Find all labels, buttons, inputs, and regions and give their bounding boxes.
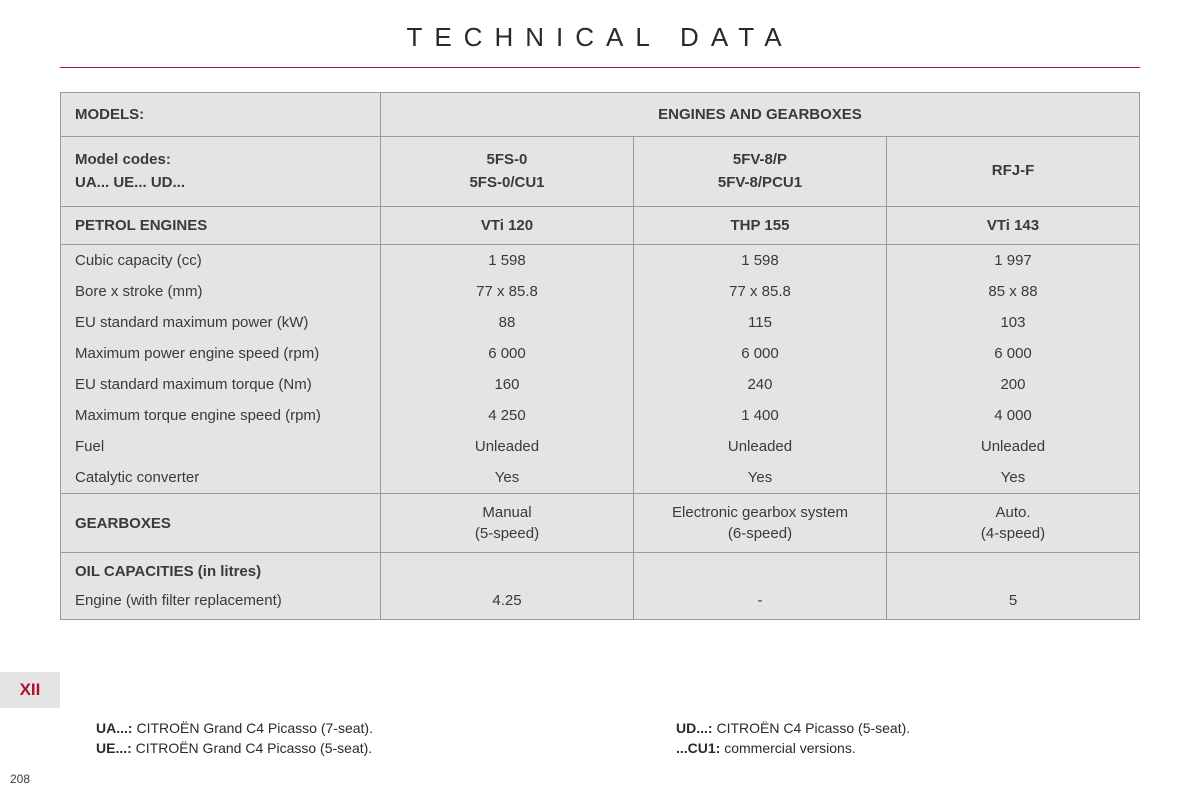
gearbox-row: GEARBOXES Manual (5-speed) Electronic ge… bbox=[60, 494, 1139, 553]
footnote-text: commercial versions. bbox=[720, 740, 855, 756]
row-label: Fuel bbox=[60, 431, 380, 462]
footnotes: UA...: CITROËN Grand C4 Picasso (7-seat)… bbox=[96, 720, 1136, 760]
row-label: EU standard maximum power (kW) bbox=[60, 307, 380, 338]
cell: 6 000 bbox=[633, 338, 886, 369]
cell: Unleaded bbox=[886, 431, 1139, 462]
row-label: Cubic capacity (cc) bbox=[60, 245, 380, 277]
oil-row-label: Engine (with filter replacement) bbox=[60, 586, 380, 620]
footnote-label: UA...: bbox=[96, 720, 133, 736]
row-label: Maximum torque engine speed (rpm) bbox=[60, 400, 380, 431]
row-label: Maximum power engine speed (rpm) bbox=[60, 338, 380, 369]
oil-label: OIL CAPACITIES (in litres) bbox=[60, 553, 380, 587]
data-row: Bore x stroke (mm) 77 x 85.8 77 x 85.8 8… bbox=[60, 276, 1139, 307]
oil-val-0: 4.25 bbox=[380, 586, 633, 620]
gearbox-main: Auto. bbox=[995, 504, 1030, 521]
data-row: Cubic capacity (cc) 1 598 1 598 1 997 bbox=[60, 245, 1139, 277]
code-l1: 5FV-8/P bbox=[733, 151, 787, 168]
gearbox-sub: (5-speed) bbox=[395, 523, 619, 544]
engine-name-2: VTi 143 bbox=[886, 207, 1139, 245]
page-number: 208 bbox=[10, 772, 30, 786]
code-l2: 5FS-0/CU1 bbox=[469, 174, 544, 191]
oil-data-row: Engine (with filter replacement) 4.25 - … bbox=[60, 586, 1139, 620]
gearbox-main: Manual bbox=[482, 504, 531, 521]
codes-label-2: UA... UE... UD... bbox=[75, 174, 185, 191]
cell: Yes bbox=[380, 462, 633, 494]
cell: 77 x 85.8 bbox=[633, 276, 886, 307]
gearbox-main: Electronic gearbox system bbox=[672, 504, 848, 521]
title-underline bbox=[60, 67, 1140, 68]
footnote-cu1: ...CU1: commercial versions. bbox=[676, 740, 1116, 756]
engine-name-0: VTi 120 bbox=[380, 207, 633, 245]
oil-empty bbox=[380, 553, 633, 587]
data-row: Catalytic converter Yes Yes Yes bbox=[60, 462, 1139, 494]
row-label: Bore x stroke (mm) bbox=[60, 276, 380, 307]
petrol-section-row: PETROL ENGINES VTi 120 THP 155 VTi 143 bbox=[60, 207, 1139, 245]
cell: 77 x 85.8 bbox=[380, 276, 633, 307]
data-row: Maximum torque engine speed (rpm) 4 250 … bbox=[60, 400, 1139, 431]
gearbox-sub: (6-speed) bbox=[648, 523, 872, 544]
row-label: EU standard maximum torque (Nm) bbox=[60, 369, 380, 400]
code-col-2: RFJ-F bbox=[886, 137, 1139, 207]
footnote-text: CITROËN C4 Picasso (5-seat). bbox=[713, 720, 911, 736]
gearbox-label: GEARBOXES bbox=[60, 494, 380, 553]
oil-val-1: - bbox=[633, 586, 886, 620]
cell: 1 400 bbox=[633, 400, 886, 431]
gearbox-sub: (4-speed) bbox=[901, 523, 1125, 544]
data-row: EU standard maximum power (kW) 88 115 10… bbox=[60, 307, 1139, 338]
cell: 160 bbox=[380, 369, 633, 400]
codes-row: Model codes: UA... UE... UD... 5FS-0 5FS… bbox=[60, 137, 1139, 207]
oil-header-row: OIL CAPACITIES (in litres) bbox=[60, 553, 1139, 587]
gearbox-0: Manual (5-speed) bbox=[380, 494, 633, 553]
footnote-label: UE...: bbox=[96, 740, 132, 756]
data-row: EU standard maximum torque (Nm) 160 240 … bbox=[60, 369, 1139, 400]
cell: 88 bbox=[380, 307, 633, 338]
engine-name-1: THP 155 bbox=[633, 207, 886, 245]
code-col-1: 5FV-8/P 5FV-8/PCU1 bbox=[633, 137, 886, 207]
cell: 115 bbox=[633, 307, 886, 338]
models-label: MODELS: bbox=[60, 93, 380, 137]
footnote-text: CITROËN Grand C4 Picasso (7-seat). bbox=[133, 720, 373, 736]
footnote-text: CITROËN Grand C4 Picasso (5-seat). bbox=[132, 740, 372, 756]
cell: 1 997 bbox=[886, 245, 1139, 277]
codes-label-1: Model codes: bbox=[75, 151, 171, 168]
cell: 4 000 bbox=[886, 400, 1139, 431]
gearbox-2: Auto. (4-speed) bbox=[886, 494, 1139, 553]
footnote-ud: UD...: CITROËN C4 Picasso (5-seat). bbox=[676, 720, 1116, 736]
petrol-section-label: PETROL ENGINES bbox=[60, 207, 380, 245]
cell: 6 000 bbox=[380, 338, 633, 369]
cell: Yes bbox=[886, 462, 1139, 494]
cell: 200 bbox=[886, 369, 1139, 400]
code-l2: 5FV-8/PCU1 bbox=[718, 174, 802, 191]
footnote-label: ...CU1: bbox=[676, 740, 720, 756]
model-codes-label: Model codes: UA... UE... UD... bbox=[60, 137, 380, 207]
footnote-ue: UE...: CITROËN Grand C4 Picasso (5-seat)… bbox=[96, 740, 536, 756]
cell: 1 598 bbox=[380, 245, 633, 277]
code-col-0: 5FS-0 5FS-0/CU1 bbox=[380, 137, 633, 207]
header-row: MODELS: ENGINES AND GEARBOXES bbox=[60, 93, 1139, 137]
gearbox-1: Electronic gearbox system (6-speed) bbox=[633, 494, 886, 553]
engines-gearboxes-label: ENGINES AND GEARBOXES bbox=[380, 93, 1139, 137]
cell: Unleaded bbox=[633, 431, 886, 462]
code-l1: 5FS-0 bbox=[487, 151, 528, 168]
cell: 6 000 bbox=[886, 338, 1139, 369]
page-title: TECHNICAL DATA bbox=[0, 0, 1200, 67]
cell: 103 bbox=[886, 307, 1139, 338]
oil-empty bbox=[886, 553, 1139, 587]
cell: 4 250 bbox=[380, 400, 633, 431]
cell: Unleaded bbox=[380, 431, 633, 462]
code-l1: RFJ-F bbox=[992, 162, 1035, 179]
cell: 1 598 bbox=[633, 245, 886, 277]
oil-val-2: 5 bbox=[886, 586, 1139, 620]
footnote-label: UD...: bbox=[676, 720, 713, 736]
oil-empty bbox=[633, 553, 886, 587]
chapter-tab: XII bbox=[0, 672, 60, 708]
cell: 85 x 88 bbox=[886, 276, 1139, 307]
spec-table: MODELS: ENGINES AND GEARBOXES Model code… bbox=[60, 92, 1140, 620]
footnote-ua: UA...: CITROËN Grand C4 Picasso (7-seat)… bbox=[96, 720, 536, 736]
cell: 240 bbox=[633, 369, 886, 400]
data-row: Maximum power engine speed (rpm) 6 000 6… bbox=[60, 338, 1139, 369]
cell: Yes bbox=[633, 462, 886, 494]
row-label: Catalytic converter bbox=[60, 462, 380, 494]
data-row: Fuel Unleaded Unleaded Unleaded bbox=[60, 431, 1139, 462]
